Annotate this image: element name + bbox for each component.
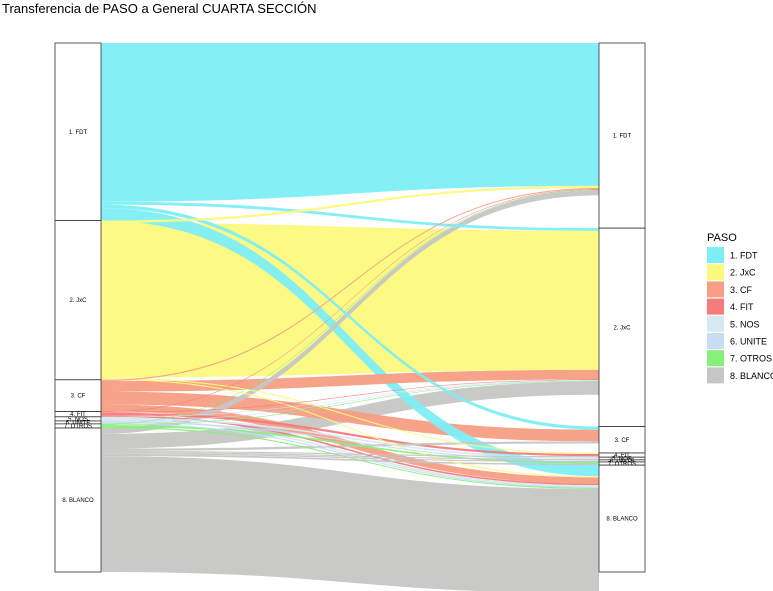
- legend-label-unite: 6. UNITE: [730, 337, 767, 347]
- flow-blanco-to-fdt: [101, 190, 599, 434]
- paso-stratum-label-otros: 7. OTROS: [64, 424, 92, 430]
- paso-stratum-cf: [54, 379, 102, 412]
- legend-label-otros: 7. OTROS: [730, 354, 772, 364]
- flow-fdt-to-jxc: [101, 201, 599, 231]
- paso-stratum-label-cf: 3. CF: [71, 394, 86, 400]
- flow-cf-to-fdt: [101, 187, 599, 381]
- legend-swatch-fit: [707, 298, 724, 315]
- legend-label-cf: 3. CF: [730, 285, 753, 295]
- legend-swatch-cf: [707, 281, 724, 298]
- flow-nos-to-nos: [101, 417, 599, 459]
- general-stratum-label-otros: 7. OTROS: [608, 462, 636, 468]
- flow-unite-to-unite: [101, 421, 599, 461]
- general-stratum-fdt: [598, 42, 646, 229]
- legend-swatch-blanco: [707, 367, 724, 384]
- legend-label-fit: 4. FIT: [730, 302, 754, 312]
- general-stratum-blanco: [598, 464, 646, 573]
- flow-nos-to-jxc: [101, 379, 599, 418]
- legend-label-blanco: 8. BLANCO: [730, 371, 773, 381]
- legend-swatch-jxc: [707, 264, 724, 281]
- flow-jxc-to-blanco: [101, 378, 599, 478]
- legend-label-fdt: 1. FDT: [730, 251, 758, 261]
- flow-blanco-to-unite: [101, 453, 599, 462]
- flow-fit-to-fit: [101, 412, 599, 457]
- general-stratum-cf: [598, 426, 646, 454]
- flow-blanco-to-otros: [101, 454, 599, 466]
- legend-title: PASO: [707, 232, 737, 244]
- chart-title: Transferencia de PASO a General CUARTA S…: [2, 1, 317, 16]
- legend: PASO 1. FDT 2. JxC 3. CF 4. FIT 5. NOS 6. UNI…: [707, 232, 773, 384]
- general-stratum-label-fit: 4. FIT: [614, 453, 630, 459]
- flow-nos-to-blanco: [101, 419, 599, 487]
- paso-stratum-blanco: [54, 427, 102, 573]
- flow-jxc-to-fit: [101, 377, 599, 455]
- paso-stratum-label-fdt: 1. FDT: [69, 130, 88, 136]
- flow-otros-to-fdt: [101, 189, 599, 425]
- legend-label-nos: 5. NOS: [730, 319, 760, 329]
- flow-blanco-to-nos: [101, 452, 599, 460]
- legend-items: 1. FDT 2. JxC 3. CF 4. FIT 5. NOS 6. UNITE 7. …: [707, 247, 773, 384]
- flow-jxc-to-fdt: [101, 185, 599, 223]
- general-stratum-label-cf: 3. CF: [615, 438, 630, 444]
- flows-layer: [101, 43, 599, 591]
- general-stratum-label-blanco: 8. BLANCO: [606, 517, 638, 523]
- paso-stratum-label-jxc: 2. JxC: [69, 298, 87, 304]
- general-stratum-label-fdt: 1. FDT: [613, 134, 632, 140]
- flow-fdt-to-fdt: [101, 43, 599, 202]
- legend-swatch-fdt: [707, 247, 724, 263]
- flow-blanco-to-fit: [101, 450, 599, 458]
- flow-otros-to-otros: [101, 425, 599, 464]
- general-stratum-jxc: [598, 227, 646, 427]
- flow-jxc-to-jxc: [101, 222, 599, 378]
- paso-stratum-label-blanco: 8. BLANCO: [62, 498, 94, 504]
- legend-label-jxc: 2. JxC: [730, 268, 756, 278]
- paso-stratum-fdt: [54, 42, 102, 221]
- general-stratum-label-jxc: 2. JxC: [613, 325, 631, 331]
- flow-fdt-to-cf: [101, 204, 599, 430]
- paso-stratum-label-fit: 4. FIT: [70, 412, 86, 418]
- flow-fit-to-jxc: [101, 379, 599, 413]
- flow-otros-to-jxc: [101, 381, 599, 426]
- legend-swatch-nos: [707, 315, 724, 332]
- flow-fit-to-blanco: [101, 415, 599, 486]
- legend-swatch-unite: [707, 333, 724, 349]
- flow-blanco-to-blanco: [101, 456, 599, 591]
- paso-stratum-label-unite: 6. UNITE: [66, 420, 91, 426]
- flow-fit-to-fdt: [101, 189, 599, 413]
- flow-unite-to-blanco: [101, 422, 599, 488]
- legend-swatch-otros: [707, 350, 724, 367]
- flow-unite-to-jxc: [101, 380, 599, 422]
- flow-blanco-to-cf: [101, 441, 599, 451]
- flow-fdt-to-blanco: [101, 208, 599, 477]
- paso-stratum-label-nos: 5. NOS: [68, 417, 88, 423]
